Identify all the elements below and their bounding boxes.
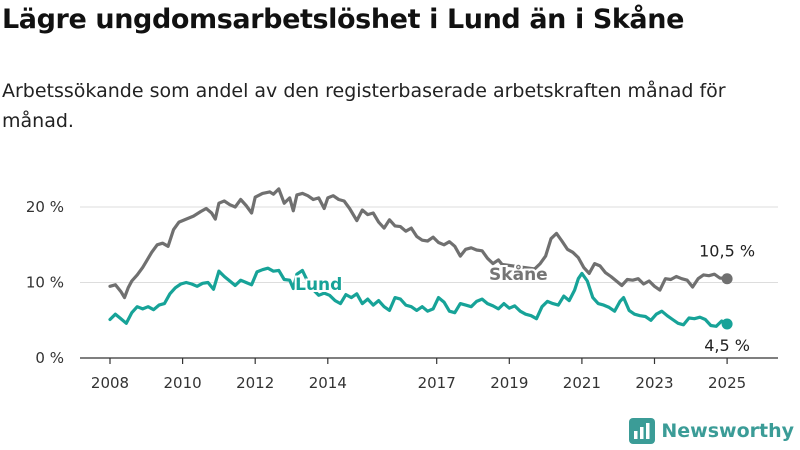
x-tick-label: 2008 bbox=[91, 374, 129, 392]
y-tick-label: 10 % bbox=[26, 274, 64, 292]
series-label-lund: Lund bbox=[295, 275, 342, 295]
x-tick-label: 2023 bbox=[635, 374, 673, 392]
grid-lines bbox=[80, 206, 778, 283]
series-line-skane bbox=[108, 187, 729, 300]
x-axis: 2008 2010 2012 2014 2017 2019 2021 2023 2025 bbox=[80, 357, 778, 392]
y-axis: 0 % 10 % 20 % bbox=[26, 198, 64, 367]
brand-name: Newsworthy bbox=[661, 420, 794, 442]
newsworthy-brand: Newsworthy bbox=[629, 418, 794, 444]
end-point-skane bbox=[721, 273, 733, 285]
series-line-lund bbox=[108, 266, 729, 328]
x-tick-label: 2012 bbox=[236, 374, 274, 392]
series-label-skane: Skåne bbox=[489, 263, 548, 285]
bar-chart-logo-icon bbox=[629, 418, 656, 444]
x-tick-label: 2010 bbox=[164, 374, 202, 392]
x-tick-label: 2025 bbox=[708, 374, 746, 392]
y-tick-label: 20 % bbox=[26, 198, 64, 216]
series-labels: 10,5 % 4,5 % Lund Skåne bbox=[293, 242, 755, 355]
x-tick-label: 2014 bbox=[309, 374, 347, 392]
x-tick-label: 2021 bbox=[563, 374, 601, 392]
series-lines bbox=[108, 187, 733, 330]
chart-title: Lägre ungdomsarbetslöshet i Lund än i Sk… bbox=[2, 4, 684, 35]
x-tick-label: 2017 bbox=[418, 374, 456, 392]
lund-end-value: 4,5 % bbox=[704, 336, 750, 355]
x-tick-label: 2019 bbox=[490, 374, 528, 392]
chart-subtitle: Arbetssökande som andel av den registerb… bbox=[2, 80, 726, 132]
y-tick-label: 0 % bbox=[35, 349, 64, 367]
end-point-lund bbox=[721, 318, 733, 330]
skane-end-value: 10,5 % bbox=[699, 242, 755, 261]
